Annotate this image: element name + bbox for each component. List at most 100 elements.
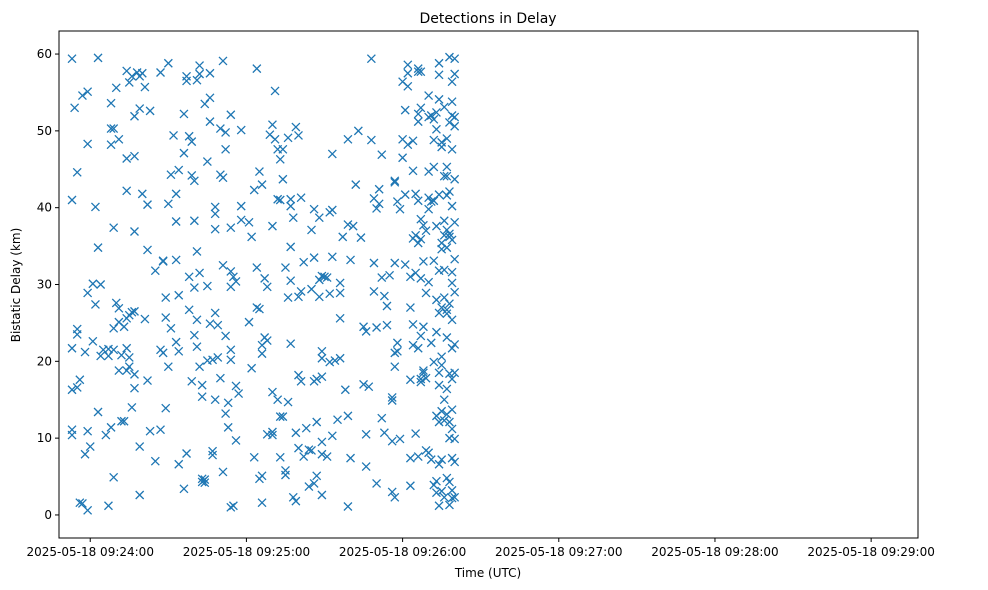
data-point (390, 258, 400, 268)
data-point (439, 102, 449, 112)
data-point (275, 195, 285, 205)
data-point (447, 267, 457, 277)
data-point (281, 263, 290, 273)
data-point (447, 315, 457, 325)
data-point (171, 189, 181, 199)
data-point (426, 338, 436, 348)
data-point (335, 278, 345, 288)
data-point (434, 417, 444, 427)
data-point (424, 91, 434, 100)
data-point (114, 303, 124, 313)
data-point (304, 445, 314, 455)
data-point (382, 320, 392, 330)
data-point (431, 295, 441, 305)
data-point (218, 260, 228, 270)
data-point (444, 229, 454, 239)
data-point (67, 430, 77, 440)
data-point (361, 326, 371, 336)
data-point (130, 383, 139, 393)
data-point (130, 151, 139, 161)
data-point (122, 366, 132, 375)
data-point (156, 68, 165, 77)
data-point (343, 220, 353, 230)
data-point (377, 273, 387, 283)
data-point (130, 227, 139, 236)
data-point (442, 333, 452, 342)
data-point (450, 287, 460, 297)
data-point (215, 124, 225, 134)
data-point (439, 395, 449, 405)
data-point (143, 376, 152, 385)
x-axis-label: Time (UTC) (454, 566, 521, 580)
data-point (213, 320, 223, 330)
data-point (418, 322, 428, 332)
data-point (434, 308, 444, 318)
data-point (109, 223, 119, 233)
data-point (434, 190, 444, 200)
data-point (442, 162, 452, 172)
data-point (249, 185, 259, 195)
data-point (135, 104, 145, 114)
data-point (325, 357, 335, 367)
data-point (366, 54, 376, 64)
data-point (416, 103, 426, 113)
data-point (450, 254, 460, 264)
data-point (106, 140, 116, 150)
data-point (88, 279, 98, 289)
data-point (405, 375, 415, 385)
data-point (252, 263, 262, 273)
data-point (119, 416, 129, 426)
data-point (119, 322, 129, 332)
data-point (314, 213, 324, 223)
data-point (369, 286, 379, 296)
data-point (226, 110, 236, 120)
data-point (416, 273, 426, 283)
data-point (80, 347, 90, 357)
data-point (202, 157, 212, 167)
data-point (111, 298, 121, 308)
data-point (93, 53, 103, 63)
data-point (299, 452, 309, 462)
data-point (267, 430, 277, 440)
data-point (114, 366, 124, 375)
data-point (439, 416, 449, 425)
data-point (317, 346, 327, 356)
data-point (189, 283, 199, 293)
data-point (88, 336, 98, 346)
data-point (447, 374, 457, 384)
data-point (322, 273, 332, 283)
data-point (444, 299, 454, 309)
data-point (312, 471, 322, 481)
data-point (283, 397, 293, 407)
data-point (338, 232, 348, 242)
data-point (361, 429, 371, 439)
data-point (244, 317, 254, 327)
data-point (421, 288, 431, 298)
data-point (231, 435, 241, 445)
y-axis-label: Bistatic Delay (km) (9, 228, 23, 343)
data-point (364, 382, 374, 392)
data-point (359, 379, 369, 389)
data-point (317, 490, 327, 500)
data-point (291, 428, 301, 438)
data-point (145, 426, 155, 436)
data-point (179, 484, 189, 494)
data-point (257, 471, 267, 481)
data-point (122, 186, 132, 196)
data-point (70, 103, 80, 113)
data-point (317, 372, 327, 382)
data-point (317, 449, 327, 459)
data-point (221, 127, 231, 137)
data-point (174, 290, 184, 300)
data-point (96, 280, 106, 289)
data-point (294, 292, 303, 302)
data-point (205, 93, 215, 103)
data-point (270, 86, 280, 96)
data-point (327, 252, 337, 262)
data-point (343, 411, 353, 421)
data-point (424, 277, 434, 287)
data-point (114, 134, 124, 144)
data-point (413, 196, 423, 206)
data-point (226, 355, 236, 365)
data-point (447, 111, 457, 120)
